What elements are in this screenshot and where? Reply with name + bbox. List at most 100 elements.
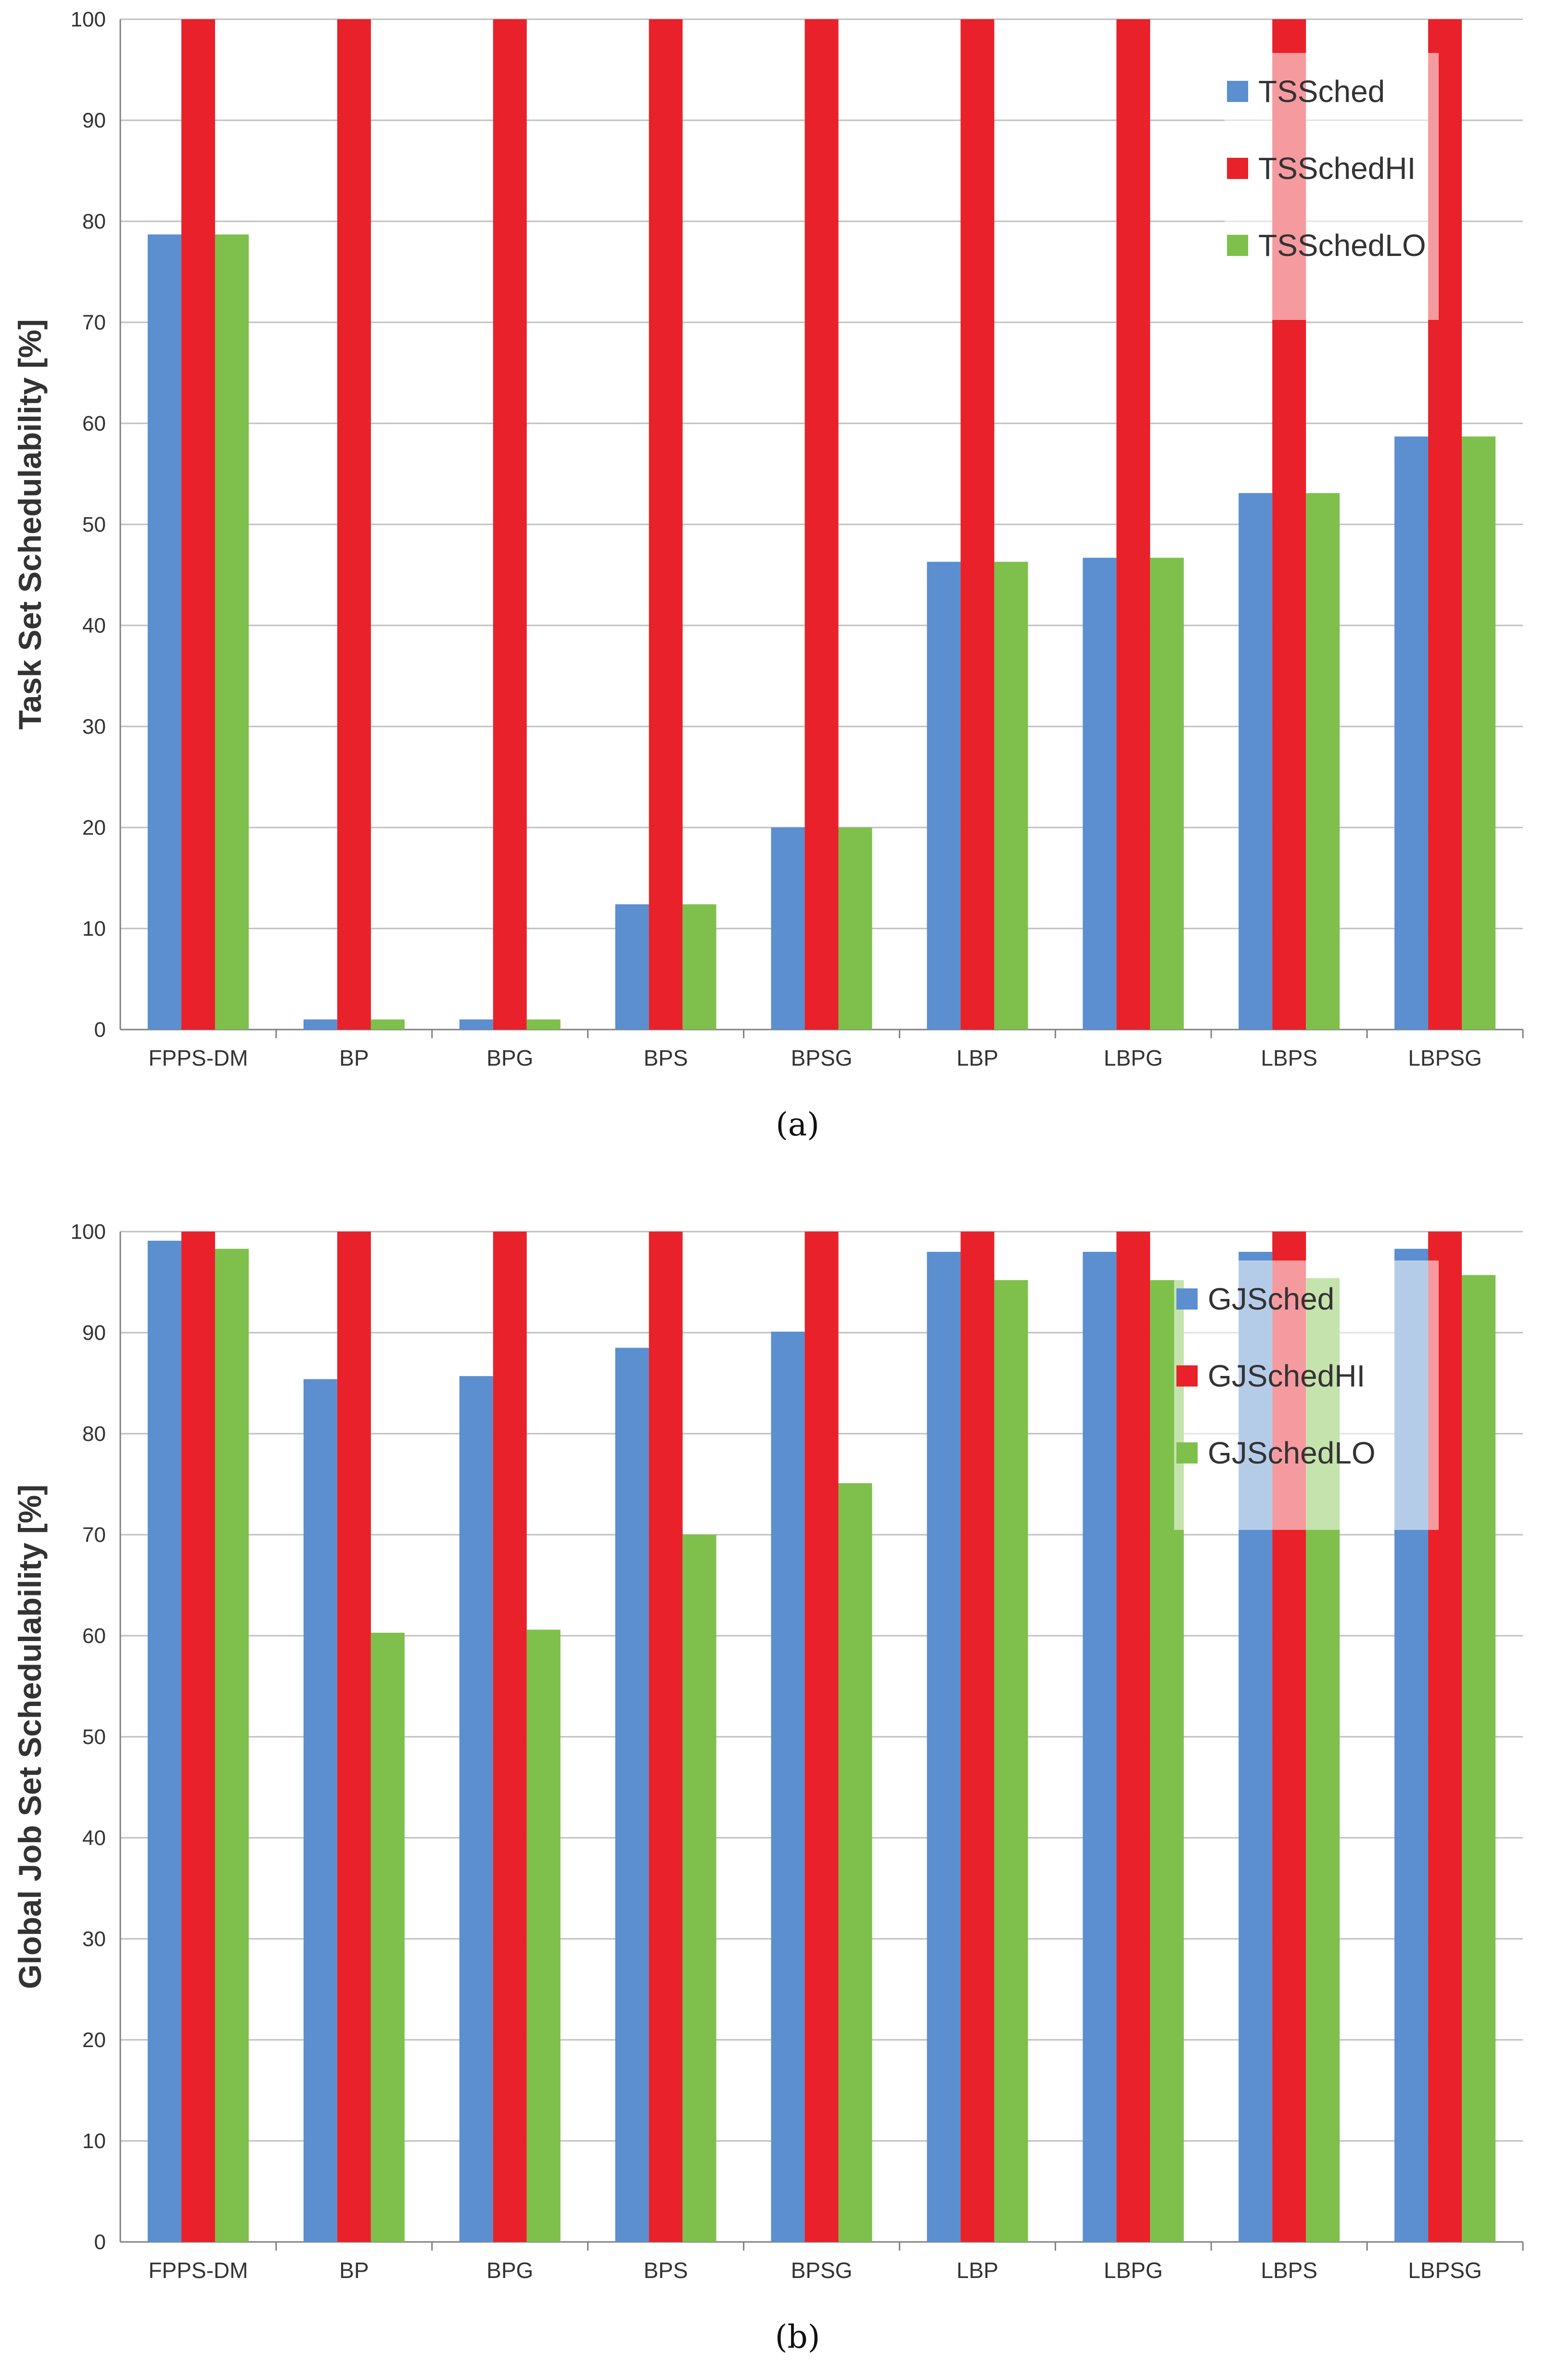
bar-gjsched: [1083, 1252, 1117, 2242]
bar-tsschedhi: [649, 19, 683, 1030]
chart-b: 0 10 20 30 40 50 60 70 80 90 100 FPPS-DM BP BPG BPS BPS…: [12, 1220, 1524, 2355]
bar-tsschedlo: [1306, 493, 1340, 1030]
bar-gjsched: [771, 1331, 805, 2242]
legend-swatch: [1176, 1365, 1198, 1387]
legend-box: [1225, 53, 1439, 320]
bar-tsschedlo: [994, 561, 1028, 1030]
bar-tsschedlo: [838, 827, 872, 1030]
bar-gjschedhi: [805, 1232, 839, 2242]
legend-label: GJSchedLO: [1208, 1436, 1376, 1470]
panel-caption: (a): [776, 1106, 819, 1143]
bar-gjschedlo: [1462, 1275, 1496, 2242]
legend-box: [1174, 1260, 1439, 1530]
y-tick-label: 10: [82, 2129, 106, 2153]
y-tick-label: 30: [82, 715, 106, 738]
x-tick-label: LBP: [957, 2258, 998, 2283]
bar-tssched: [1083, 558, 1117, 1030]
bar-gjschedhi: [1116, 1232, 1150, 2242]
y-tick-label: 50: [82, 1725, 106, 1749]
y-tick-label: 40: [82, 614, 106, 637]
bar-gjschedhi: [960, 1232, 995, 2242]
legend-label: TSSchedHI: [1258, 151, 1416, 186]
legend-swatch: [1176, 1442, 1198, 1464]
bar-tsschedhi: [805, 19, 839, 1030]
y-tick-label: 90: [82, 1321, 106, 1345]
x-tick-label: BP: [339, 2258, 369, 2283]
bar-tssched: [927, 561, 961, 1030]
y-tick-label: 0: [94, 2230, 106, 2254]
y-tick-label: 60: [82, 412, 106, 435]
bar-gjschedhi: [337, 1232, 371, 2242]
bar-gjschedhi: [493, 1232, 527, 2242]
bar-gjschedhi: [181, 1232, 215, 2242]
y-tick-label: 100: [71, 8, 106, 31]
x-tick-label: BPS: [644, 2258, 688, 2283]
bar-tsschedlo: [1150, 558, 1184, 1030]
bar-tsschedhi: [960, 19, 995, 1030]
panel-caption: (b): [775, 2318, 820, 2355]
bar-tsschedlo: [1462, 436, 1496, 1030]
y-tick-label: 0: [94, 1018, 106, 1042]
y-tick-label: 10: [82, 917, 106, 941]
x-tick-label: LBPSG: [1408, 1045, 1482, 1070]
bar-tsschedlo: [526, 1019, 561, 1030]
legend-swatch: [1227, 235, 1248, 256]
bar-tssched: [1394, 436, 1429, 1030]
bar-tsschedlo: [215, 234, 249, 1030]
bar-gjschedlo: [682, 1535, 716, 2242]
bar-gjschedhi: [649, 1232, 683, 2242]
bar-gjsched: [303, 1379, 337, 2242]
bar-gjsched: [927, 1252, 961, 2242]
bar-tsschedhi: [337, 19, 371, 1030]
bar-gjsched: [459, 1376, 493, 2242]
legend-swatch: [1227, 158, 1248, 179]
y-tick-label: 70: [82, 1523, 106, 1547]
bar-tsschedhi: [1116, 19, 1150, 1030]
legend-label: TSSched: [1258, 74, 1385, 109]
x-tick-label: BPG: [486, 1045, 533, 1070]
x-tick-label: LBPS: [1261, 2258, 1317, 2283]
y-tick-label: 80: [82, 1422, 106, 1446]
legend-label: GJSched: [1208, 1282, 1334, 1316]
bar-tssched: [1239, 493, 1273, 1030]
y-tick-label: 20: [82, 816, 106, 840]
x-tick-label: BPSG: [791, 2258, 853, 2283]
legend-swatch: [1176, 1288, 1198, 1310]
x-tick-label: BPG: [486, 2258, 533, 2283]
x-tick-label: BP: [339, 1045, 369, 1070]
y-tick-label: 90: [82, 109, 106, 132]
y-tick-label: 60: [82, 1624, 106, 1648]
y-tick-label: 20: [82, 2028, 106, 2052]
y-axis-title: Task Set Schedulability [%]: [12, 319, 48, 729]
x-tick-label: BPSG: [791, 1045, 853, 1070]
x-tick-label: FPPS-DM: [148, 2258, 248, 2283]
y-tick-label: 30: [82, 1927, 106, 1951]
bar-gjsched: [615, 1348, 649, 2242]
bar-tssched: [615, 904, 649, 1030]
y-tick-label: 100: [71, 1220, 106, 1244]
legend-label: GJSchedHI: [1208, 1359, 1365, 1393]
bar-gjschedlo: [215, 1248, 249, 2242]
x-tick-label: BPS: [644, 1045, 688, 1070]
x-tick-label: LBPSG: [1408, 2258, 1482, 2283]
x-tick-label: LBPS: [1261, 1045, 1317, 1070]
y-tick-label: 40: [82, 1826, 106, 1850]
y-tick-label: 80: [82, 210, 106, 233]
legend-label: TSSchedLO: [1258, 228, 1426, 263]
bar-tssched: [459, 1019, 493, 1030]
bar-tssched: [303, 1019, 337, 1030]
bar-tsschedhi: [181, 19, 215, 1030]
bar-tsschedhi: [493, 19, 527, 1030]
bar-tsschedlo: [682, 904, 716, 1030]
y-tick-label: 70: [82, 311, 106, 334]
bar-gjschedlo: [371, 1632, 405, 2242]
legend-swatch: [1227, 81, 1248, 102]
x-tick-label: LBPG: [1104, 2258, 1163, 2283]
bar-tssched: [771, 827, 805, 1030]
y-tick-label: 50: [82, 513, 106, 536]
bar-gjschedlo: [526, 1629, 561, 2242]
bar-gjschedlo: [994, 1280, 1028, 2242]
bar-tsschedlo: [371, 1019, 405, 1030]
y-axis-title: Global Job Set Schedulability [%]: [12, 1485, 48, 1989]
